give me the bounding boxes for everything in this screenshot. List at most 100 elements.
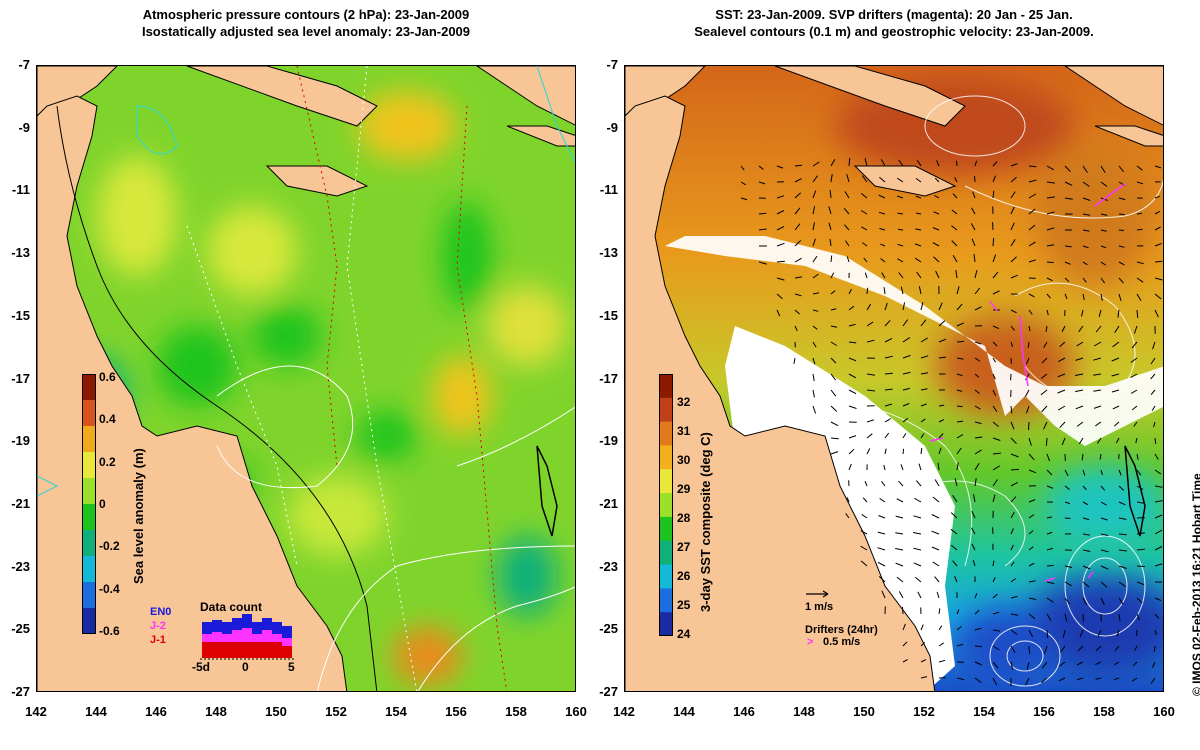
velocity-arrow bbox=[992, 271, 999, 279]
left-lat-tick-minus13: -13 bbox=[11, 245, 30, 261]
velocity-arrow bbox=[974, 421, 982, 425]
colorbar-tick: 28 bbox=[677, 511, 691, 525]
velocity-arrow bbox=[1046, 211, 1055, 215]
velocity-arrow bbox=[1099, 453, 1102, 460]
velocity-arrow bbox=[794, 276, 803, 279]
velocity-arrow bbox=[1064, 485, 1070, 490]
velocity-arrow bbox=[1027, 341, 1030, 348]
colorbar-tick: 26 bbox=[677, 569, 691, 583]
velocity-arrow bbox=[1131, 341, 1138, 349]
velocity-arrow bbox=[897, 228, 904, 231]
velocity-arrow bbox=[1134, 645, 1138, 651]
velocity-arrow bbox=[971, 510, 976, 519]
left-lat-tick-minus21: -21 bbox=[11, 495, 30, 511]
velocity-arrow bbox=[974, 389, 980, 394]
velocity-arrow bbox=[1100, 469, 1103, 475]
velocity-arrow bbox=[830, 325, 838, 328]
velocity-arrow bbox=[992, 452, 1001, 455]
velocity-arrow bbox=[1131, 677, 1138, 682]
velocity-arrow bbox=[971, 238, 976, 247]
velocity-arrow bbox=[931, 530, 940, 535]
velocity-arrow bbox=[1093, 341, 1102, 347]
colorbar-swatch bbox=[659, 564, 673, 589]
velocity-arrow bbox=[1010, 309, 1017, 314]
velocity-arrow bbox=[992, 593, 998, 599]
velocity-arrow bbox=[914, 257, 922, 263]
colorbar-swatch bbox=[82, 452, 96, 479]
velocity-arrow bbox=[1064, 517, 1071, 519]
velocity-arrow bbox=[1150, 357, 1156, 365]
velocity-arrow bbox=[992, 479, 998, 487]
velocity-arrow bbox=[877, 531, 886, 535]
velocity-arrow bbox=[1154, 309, 1159, 318]
velocity-arrow bbox=[1118, 485, 1125, 491]
velocity-arrow bbox=[1136, 228, 1143, 231]
velocity-arrow bbox=[1064, 277, 1070, 282]
velocity-arrow bbox=[884, 448, 887, 455]
velocity-arrow bbox=[920, 624, 924, 631]
velocity-arrow bbox=[1154, 514, 1163, 519]
velocity-arrow bbox=[884, 337, 893, 343]
velocity-arrow bbox=[913, 532, 922, 535]
velocity-arrow bbox=[846, 174, 850, 183]
velocity-arrow bbox=[902, 417, 909, 423]
velocity-arrow bbox=[956, 389, 963, 392]
velocity-arrow bbox=[931, 514, 940, 519]
velocity-arrow bbox=[1010, 206, 1015, 215]
velocity-arrow bbox=[920, 418, 926, 423]
left-lat-tick-minus15: -15 bbox=[11, 307, 30, 323]
velocity-key-arrow bbox=[806, 590, 829, 598]
velocity-arrow bbox=[758, 212, 767, 215]
velocity-arrow bbox=[877, 547, 886, 551]
left-lat-tick-minus11: -11 bbox=[11, 182, 30, 198]
velocity-arrow bbox=[1095, 677, 1102, 680]
velocity-arrow bbox=[954, 176, 958, 183]
velocity-arrow bbox=[1046, 531, 1053, 535]
right-lon-tick-154: 154 bbox=[973, 704, 995, 719]
velocity-arrow bbox=[1095, 661, 1102, 666]
velocity-arrow bbox=[897, 212, 904, 215]
velocity-arrow bbox=[973, 254, 976, 263]
velocity-arrow bbox=[1057, 405, 1066, 411]
velocity-arrow bbox=[1082, 501, 1089, 506]
velocity-arrow bbox=[860, 193, 868, 199]
velocity-arrow bbox=[938, 302, 943, 311]
right-lat-tick-minus7: -7 bbox=[606, 57, 618, 72]
left-lat-tick-minus23: -23 bbox=[11, 558, 30, 574]
colorbar-tick: 0.2 bbox=[99, 454, 116, 469]
velocity-arrow bbox=[1064, 501, 1071, 505]
velocity-arrow bbox=[843, 207, 850, 215]
velocity-arrow bbox=[1041, 677, 1048, 684]
colorbar-swatch bbox=[82, 530, 96, 557]
velocity-arrow bbox=[1028, 613, 1036, 619]
velocity-arrow bbox=[1040, 373, 1048, 379]
colorbar-tick: -0.2 bbox=[99, 539, 120, 554]
histogram-tick-5: 5 bbox=[288, 660, 295, 674]
velocity-arrow bbox=[1046, 227, 1055, 231]
velocity-arrow bbox=[846, 497, 850, 503]
colorbar-swatch bbox=[82, 426, 96, 453]
velocity-arrow bbox=[1028, 293, 1035, 298]
velocity-arrow bbox=[915, 228, 922, 231]
velocity-arrow bbox=[866, 389, 875, 392]
sst-field bbox=[625, 66, 1163, 691]
velocity-arrow bbox=[956, 322, 965, 327]
velocity-arrow bbox=[1028, 580, 1036, 583]
velocity-arrow bbox=[1082, 165, 1088, 173]
velocity-arrow bbox=[1118, 261, 1125, 266]
velocity-arrow bbox=[812, 238, 816, 247]
velocity-arrow bbox=[936, 160, 940, 167]
velocity-arrow bbox=[881, 272, 886, 279]
velocity-arrow bbox=[1112, 341, 1120, 348]
velocity-arrow bbox=[1100, 293, 1103, 301]
velocity-arrow bbox=[1046, 485, 1054, 489]
velocity-arrow bbox=[992, 629, 1001, 632]
right-title-line1: SST: 23-Jan-2009. SVP drifters (magenta)… bbox=[715, 7, 1073, 22]
velocity-arrow bbox=[902, 433, 907, 439]
velocity-arrow bbox=[829, 238, 832, 247]
velocity-arrow bbox=[1100, 533, 1109, 536]
velocity-arrow bbox=[1133, 325, 1138, 334]
velocity-arrow bbox=[1059, 341, 1066, 348]
left-lon-tick-148: 148 bbox=[205, 704, 227, 719]
velocity-arrow bbox=[1082, 565, 1091, 570]
